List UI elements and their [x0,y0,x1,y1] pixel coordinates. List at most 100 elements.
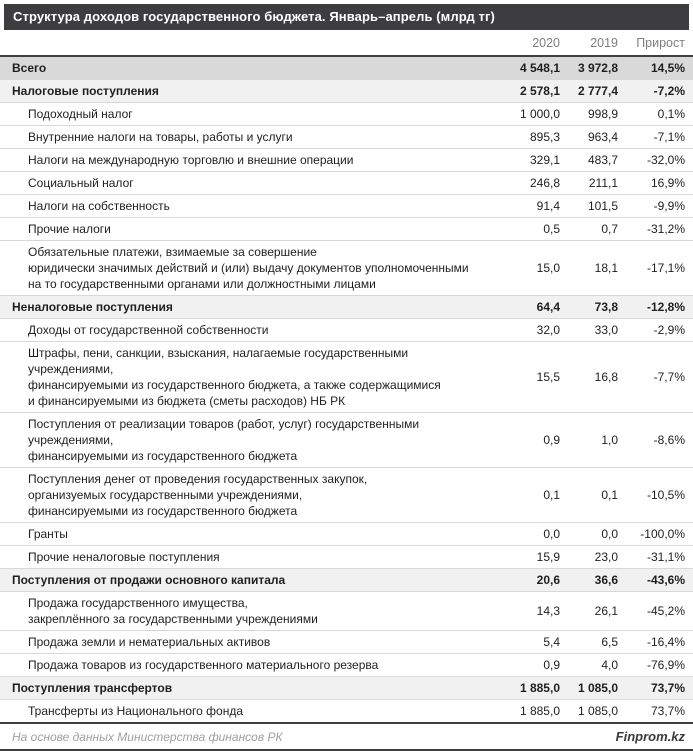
value-growth: -9,9% [618,194,693,218]
value-growth: -10,5% [618,467,693,523]
value-2019: 73,8 [560,295,618,319]
value-2020: 64,4 [485,295,560,319]
value-2020: 0,9 [485,653,560,677]
value-2019: 483,7 [560,148,618,172]
value-growth: -76,9% [618,653,693,677]
value-2019: 2 777,4 [560,79,618,103]
value-2020: 0,1 [485,467,560,523]
table-row: Налоговые поступления 2 578,1 2 777,4 -7,2% [0,79,693,103]
value-2020: 1 885,0 [485,676,560,700]
value-2019: 3 972,8 [560,56,618,80]
value-2020: 329,1 [485,148,560,172]
row-label: Социальный налог [0,171,485,195]
value-2019: 211,1 [560,171,618,195]
value-2020: 0,9 [485,412,560,468]
value-2019: 1 085,0 [560,676,618,700]
value-growth: 16,9% [618,171,693,195]
table-row: Поступления от реализации товаров (работ… [0,412,693,468]
table-row: Продажа товаров из государственного мате… [0,653,693,677]
row-label: Поступления от продажи основного капитал… [0,568,485,592]
table-row: Доходы от государственной собственности 3… [0,318,693,342]
page-title: Структура доходов государственного бюдже… [4,4,689,30]
row-label: Доходы от государственной собственности [0,318,485,342]
table-row: Поступления от продажи основного капитал… [0,568,693,592]
table-row: Подоходный налог 1 000,0 998,9 0,1% [0,102,693,126]
value-2019: 101,5 [560,194,618,218]
row-label: Поступления от реализации товаров (работ… [0,412,485,468]
value-2019: 18,1 [560,240,618,296]
value-2019: 16,8 [560,341,618,413]
value-growth: 14,5% [618,56,693,80]
value-growth: 73,7% [618,676,693,700]
value-2020: 15,5 [485,341,560,413]
value-growth: 73,7% [618,699,693,724]
table-row: Социальный налог 246,8 211,1 16,9% [0,171,693,195]
value-2020: 0,5 [485,217,560,241]
value-2020: 32,0 [485,318,560,342]
row-label: Налоги на международную торговлю и внешн… [0,148,485,172]
value-2019: 6,5 [560,630,618,654]
value-2019: 36,6 [560,568,618,592]
value-growth: -43,6% [618,568,693,592]
row-label: Прочие неналоговые поступления [0,545,485,569]
row-label: Налоги на собственность [0,194,485,218]
row-label: Трансферты из Национального фонда [0,699,485,724]
value-2019: 1 085,0 [560,699,618,724]
column-header-label [0,32,485,57]
value-growth: -8,6% [618,412,693,468]
table-header: 2020 2019 Прирост [0,32,693,57]
table-row: Всего 4 548,1 3 972,8 14,5% [0,56,693,80]
value-2019: 0,1 [560,467,618,523]
table-row: Продажа земли и нематериальных активов 5,… [0,630,693,654]
value-2020: 91,4 [485,194,560,218]
value-growth: -45,2% [618,591,693,631]
value-2019: 998,9 [560,102,618,126]
value-2019: 0,0 [560,522,618,546]
value-growth: -7,2% [618,79,693,103]
table-row: Поступления трансфертов 1 885,0 1 085,0 73,… [0,676,693,700]
table-row: Неналоговые поступления 64,4 73,8 -12,8% [0,295,693,319]
row-label: Налоговые поступления [0,79,485,103]
value-2020: 0,0 [485,522,560,546]
value-growth: -32,0% [618,148,693,172]
row-label: Внутренние налоги на товары, работы и ус… [0,125,485,149]
value-2019: 1,0 [560,412,618,468]
value-2020: 1 885,0 [485,699,560,724]
table-body: Всего 4 548,1 3 972,8 14,5% Налоговые поступ… [0,56,693,724]
row-label: Всего [0,56,485,80]
value-2020: 1 000,0 [485,102,560,126]
column-header-growth: Прирост [618,32,693,57]
value-2019: 963,4 [560,125,618,149]
value-2020: 5,4 [485,630,560,654]
table-row: Прочие налоги 0,5 0,7 -31,2% [0,217,693,241]
value-growth: -16,4% [618,630,693,654]
column-header-2020: 2020 [485,32,560,57]
value-growth: -7,7% [618,341,693,413]
table-row: Трансферты из Национального фонда 1 885,0… [0,699,693,724]
row-label: Продажа товаров из государственного мате… [0,653,485,677]
value-2020: 4 548,1 [485,56,560,80]
value-2020: 246,8 [485,171,560,195]
row-label: Прочие налоги [0,217,485,241]
table-row: Обязательные платежи, взимаемые за совер… [0,240,693,296]
data-source-note: На основе данных Министерства финансов Р… [12,729,283,744]
budget-revenue-table: 2020 2019 Прирост Всего 4 548,1 3 972,8 14,… [0,32,693,724]
value-2020: 14,3 [485,591,560,631]
value-2019: 26,1 [560,591,618,631]
value-2020: 15,0 [485,240,560,296]
column-header-2019: 2019 [560,32,618,57]
value-2020: 20,6 [485,568,560,592]
row-label: Продажа земли и нематериальных активов [0,630,485,654]
value-2020: 2 578,1 [485,79,560,103]
value-growth: -31,2% [618,217,693,241]
table-row: Поступления денег от проведения государс… [0,467,693,523]
table-row: Прочие неналоговые поступления 15,9 23,0 -3… [0,545,693,569]
value-growth: -31,1% [618,545,693,569]
value-growth: -17,1% [618,240,693,296]
footer: На основе данных Министерства финансов Р… [0,724,693,751]
table-row: Налоги на международную торговлю и внешн… [0,148,693,172]
value-2019: 4,0 [560,653,618,677]
table-row: Внутренние налоги на товары, работы и ус… [0,125,693,149]
row-label: Штрафы, пени, санкции, взыскания, налага… [0,341,485,413]
row-label: Обязательные платежи, взимаемые за совер… [0,240,485,296]
